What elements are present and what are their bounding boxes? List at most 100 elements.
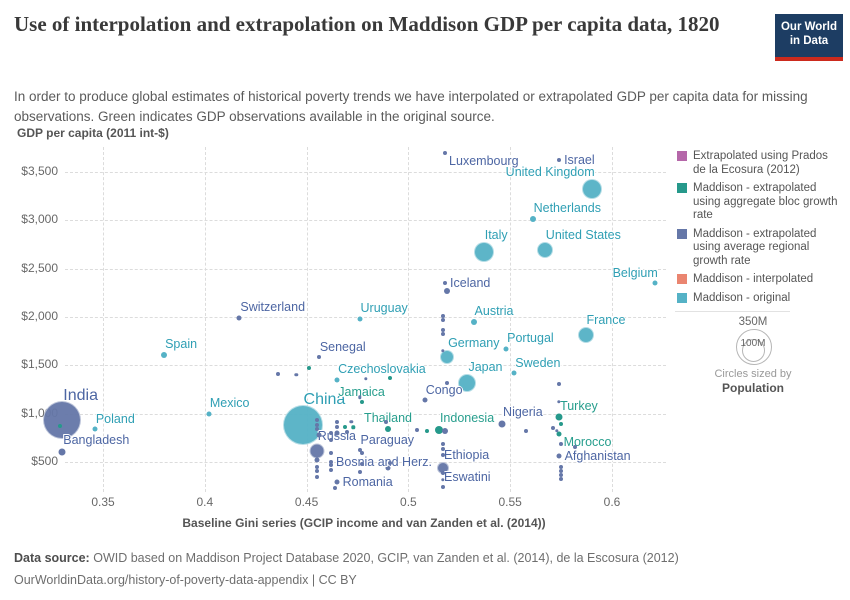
data-point-eswatini[interactable] <box>441 485 445 490</box>
data-point[interactable] <box>441 478 445 482</box>
data-point[interactable] <box>333 486 338 491</box>
data-point[interactable] <box>559 421 564 426</box>
data-point[interactable] <box>363 377 368 381</box>
data-point[interactable] <box>314 474 319 479</box>
data-point-mexico[interactable] <box>206 411 212 417</box>
data-point[interactable] <box>351 425 356 429</box>
appendix-link[interactable]: OurWorldinData.org/history-of-poverty-da… <box>14 573 309 587</box>
data-point-afghanistan[interactable] <box>556 453 562 459</box>
data-point[interactable] <box>557 400 561 404</box>
data-point[interactable] <box>335 419 340 424</box>
data-point[interactable] <box>357 395 362 399</box>
data-point[interactable] <box>441 471 445 476</box>
data-point[interactable] <box>314 422 319 427</box>
data-point[interactable] <box>441 453 445 458</box>
data-point-russia[interactable] <box>309 443 325 459</box>
data-point[interactable] <box>314 457 320 463</box>
data-point[interactable] <box>441 314 445 319</box>
data-point-united-kingdom[interactable] <box>581 179 602 200</box>
data-point-japan[interactable] <box>458 373 477 392</box>
data-point[interactable] <box>441 317 445 322</box>
data-point-congo[interactable] <box>422 397 428 403</box>
data-point-romania[interactable] <box>334 479 340 485</box>
data-point[interactable] <box>335 425 340 430</box>
data-point-uruguay[interactable] <box>357 316 363 322</box>
data-point-czechoslovakia[interactable] <box>334 377 340 383</box>
data-point[interactable] <box>414 428 419 433</box>
data-point[interactable] <box>314 469 319 474</box>
data-point[interactable] <box>345 430 350 435</box>
data-point-france[interactable] <box>577 326 594 343</box>
data-point-india[interactable] <box>43 400 82 439</box>
data-point[interactable] <box>294 373 299 377</box>
data-point[interactable] <box>316 432 322 438</box>
data-point[interactable] <box>388 375 393 380</box>
data-point[interactable] <box>441 446 445 451</box>
legend-item-original[interactable]: Maddison - original <box>677 292 843 306</box>
data-point-israel[interactable] <box>557 158 562 163</box>
data-point[interactable] <box>524 429 529 434</box>
data-point[interactable] <box>384 419 388 424</box>
data-point[interactable] <box>343 425 348 430</box>
data-point[interactable] <box>349 420 354 424</box>
data-point[interactable] <box>573 445 578 450</box>
data-point-jamaica[interactable] <box>359 400 364 405</box>
data-point[interactable] <box>559 464 564 469</box>
data-point-paraguay[interactable] <box>357 447 362 452</box>
data-point-bangladesh[interactable] <box>58 448 66 456</box>
data-point-united-states[interactable] <box>536 242 553 259</box>
data-point[interactable] <box>441 328 445 333</box>
data-point[interactable] <box>329 431 334 435</box>
owid-logo[interactable]: Our World in Data <box>775 14 843 61</box>
data-point[interactable] <box>550 426 555 431</box>
data-point[interactable] <box>314 427 319 432</box>
data-point[interactable] <box>557 382 562 387</box>
data-point-portugal[interactable] <box>503 346 509 352</box>
data-point[interactable] <box>314 464 319 469</box>
data-point[interactable] <box>442 428 449 435</box>
data-point-poland[interactable] <box>92 426 98 432</box>
data-point[interactable] <box>359 461 364 466</box>
data-point-belgium[interactable] <box>652 280 658 286</box>
data-point-austria[interactable] <box>470 318 477 325</box>
legend-item-regional[interactable]: Maddison - extrapolated using average re… <box>677 228 843 269</box>
data-point-germany[interactable] <box>440 349 455 364</box>
data-point-italy[interactable] <box>473 242 494 263</box>
data-point-morocco[interactable] <box>556 431 562 437</box>
data-point-netherlands[interactable] <box>529 216 536 223</box>
data-point[interactable] <box>329 462 334 467</box>
data-point[interactable] <box>359 450 364 455</box>
data-point-senegal[interactable] <box>316 354 321 359</box>
data-point[interactable] <box>445 380 450 385</box>
data-point-thailand[interactable] <box>385 426 392 433</box>
data-point[interactable] <box>306 366 311 371</box>
legend-item-prados[interactable]: Extrapolated using Prados de la Ecosura … <box>677 150 843 177</box>
data-point[interactable] <box>385 465 391 471</box>
data-point-nigeria[interactable] <box>498 420 506 428</box>
legend-item-bloc[interactable]: Maddison - extrapolated using aggregate … <box>677 182 843 223</box>
data-point[interactable] <box>444 287 451 294</box>
data-point-spain[interactable] <box>161 351 168 358</box>
data-point[interactable] <box>388 460 393 465</box>
data-point[interactable] <box>555 429 559 433</box>
data-point[interactable] <box>329 437 334 442</box>
data-point[interactable] <box>314 417 319 422</box>
data-point[interactable] <box>276 372 281 377</box>
data-point[interactable] <box>559 442 564 447</box>
legend-item-interpolated[interactable]: Maddison - interpolated <box>677 273 843 287</box>
data-point[interactable] <box>329 450 334 455</box>
data-point-bosnia-and-herz-[interactable] <box>329 460 334 464</box>
data-point-sweden[interactable] <box>511 370 517 376</box>
data-point[interactable] <box>441 349 445 353</box>
data-point[interactable] <box>58 423 63 428</box>
data-point-luxembourg[interactable] <box>443 150 448 155</box>
data-point[interactable] <box>334 430 340 436</box>
data-point[interactable] <box>559 473 564 478</box>
data-point-indonesia[interactable] <box>434 426 443 435</box>
data-point-iceland[interactable] <box>443 281 448 286</box>
data-point[interactable] <box>329 467 334 472</box>
data-point[interactable] <box>559 469 564 474</box>
data-point[interactable] <box>559 476 564 481</box>
data-point-switzerland[interactable] <box>236 315 242 321</box>
data-point[interactable] <box>441 331 445 336</box>
